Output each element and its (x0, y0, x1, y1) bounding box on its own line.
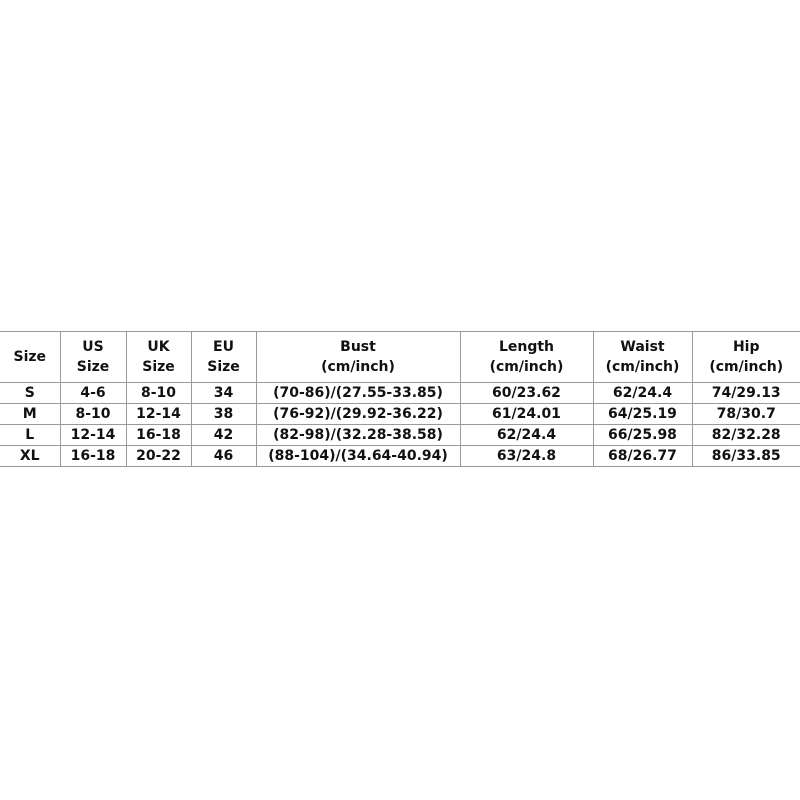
cell-size: S (0, 382, 61, 404)
cell-uk-size: 8-10 (125, 382, 192, 404)
column-header-hip: Hip (cm/inch) (691, 331, 800, 383)
header-text: UK (147, 339, 170, 355)
cell-size: M (0, 403, 61, 425)
column-header-bust: Bust (cm/inch) (255, 331, 461, 383)
cell-hip: 78/30.7 (691, 403, 800, 425)
cell-eu-size: 46 (190, 445, 257, 467)
cell-uk-size: 16-18 (125, 424, 192, 446)
header-text: (cm/inch) (605, 359, 680, 375)
header-text: US (82, 339, 104, 355)
cell-waist: 68/26.77 (592, 445, 693, 467)
header-text: EU (213, 339, 234, 355)
header-text: Size (207, 359, 240, 375)
cell-length: 61/24.01 (459, 403, 594, 425)
cell-bust: (76-92)/(29.92-36.22) (255, 403, 461, 425)
column-header-uk-size: UK Size (125, 331, 192, 383)
column-header-length: Length (cm/inch) (459, 331, 594, 383)
header-text: (cm/inch) (709, 359, 784, 375)
cell-waist: 64/25.19 (592, 403, 693, 425)
cell-us-size: 16-18 (59, 445, 127, 467)
table-row: S 4-6 8-10 34 (70-86)/(27.55-33.85) 60/23.62 6… (0, 382, 800, 404)
cell-eu-size: 42 (190, 424, 257, 446)
cell-uk-size: 12-14 (125, 403, 192, 425)
header-text: (cm/inch) (321, 359, 395, 375)
column-header-waist: Waist (cm/inch) (592, 331, 693, 383)
size-chart-table: Size US Size UK Size EU Size Bust (cm/inch) Lengt… (0, 331, 800, 467)
header-row: Size US Size UK Size EU Size Bust (cm/inch) Lengt… (0, 331, 800, 383)
table-row: XL 16-18 20-22 46 (88-104)/(34.64-40.94) 63/2… (0, 445, 800, 467)
cell-eu-size: 38 (190, 403, 257, 425)
cell-waist: 66/25.98 (592, 424, 693, 446)
cell-uk-size: 20-22 (125, 445, 192, 467)
cell-length: 63/24.8 (459, 445, 594, 467)
column-header-size: Size (0, 331, 61, 383)
cell-length: 62/24.4 (459, 424, 594, 446)
cell-bust: (88-104)/(34.64-40.94) (255, 445, 461, 467)
cell-bust: (70-86)/(27.55-33.85) (255, 382, 461, 404)
header-text: Hip (732, 339, 760, 355)
column-header-eu-size: EU Size (190, 331, 257, 383)
cell-size: L (0, 424, 61, 446)
column-header-us-size: US Size (59, 331, 127, 383)
cell-hip: 82/32.28 (691, 424, 800, 446)
header-text: Size (142, 359, 175, 375)
cell-us-size: 8-10 (59, 403, 127, 425)
cell-size: XL (0, 445, 61, 467)
cell-waist: 62/24.4 (592, 382, 693, 404)
cell-us-size: 12-14 (59, 424, 127, 446)
header-text: Waist (620, 339, 665, 355)
header-text: Size (13, 349, 47, 365)
cell-eu-size: 34 (190, 382, 257, 404)
header-text: Bust (340, 339, 376, 355)
cell-bust: (82-98)/(32.28-38.58) (255, 424, 461, 446)
table-row: M 8-10 12-14 38 (76-92)/(29.92-36.22) 61/24.0… (0, 403, 800, 425)
cell-hip: 86/33.85 (691, 445, 800, 467)
header-text: Length (498, 339, 555, 355)
header-text: Size (76, 359, 110, 375)
cell-us-size: 4-6 (59, 382, 127, 404)
table-row: L 12-14 16-18 42 (82-98)/(32.28-38.58) 62/24.… (0, 424, 800, 446)
header-text: (cm/inch) (489, 359, 564, 375)
cell-length: 60/23.62 (459, 382, 594, 404)
cell-hip: 74/29.13 (691, 382, 800, 404)
